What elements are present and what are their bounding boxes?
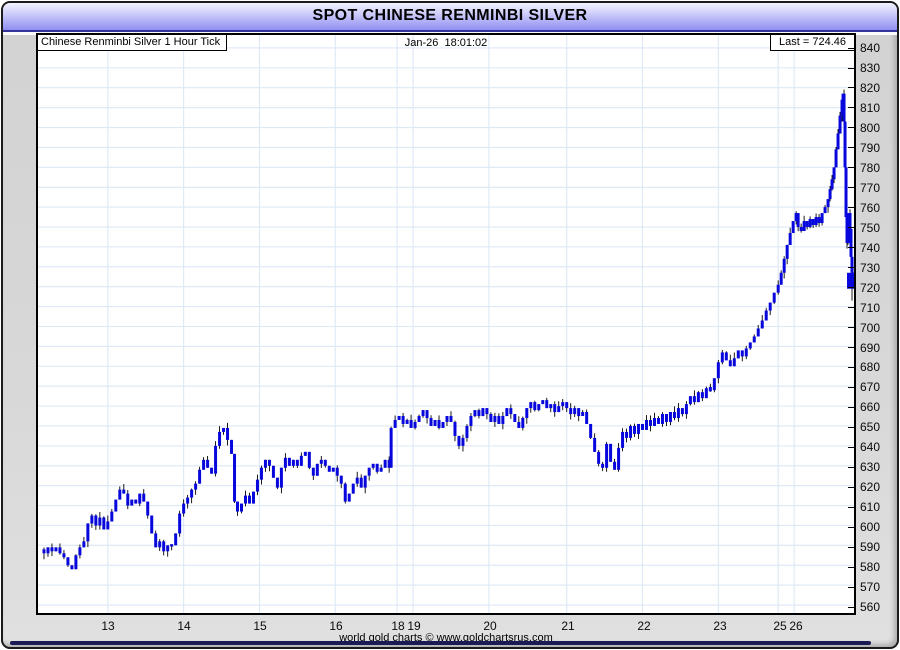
y-tick xyxy=(848,586,856,588)
y-tick xyxy=(848,566,856,568)
y-axis-label: 670 xyxy=(860,380,881,395)
y-tick xyxy=(848,386,856,388)
y-axis-label: 810 xyxy=(860,100,881,115)
y-axis-label: 700 xyxy=(860,320,881,335)
y-axis-label: 840 xyxy=(860,41,881,55)
y-tick xyxy=(848,207,856,209)
x-axis-label: 20 xyxy=(483,619,497,633)
y-tick xyxy=(848,406,856,408)
y-axis-label: 720 xyxy=(860,280,881,295)
x-axis-label: 16 xyxy=(329,619,343,633)
x-axis-label: 19 xyxy=(407,619,421,633)
y-tick xyxy=(848,287,856,289)
x-axis-label: 22 xyxy=(637,619,651,633)
y-axis-label: 560 xyxy=(860,600,881,614)
y-tick xyxy=(848,127,856,129)
y-tick xyxy=(848,47,856,49)
last-price-box: Last = 724.46 xyxy=(770,34,855,51)
y-axis-label: 640 xyxy=(860,440,881,455)
y-axis-label: 600 xyxy=(860,520,881,535)
grid-lines xyxy=(38,35,854,613)
y-tick xyxy=(848,426,856,428)
y-tick xyxy=(848,227,856,229)
y-tick xyxy=(848,167,856,169)
y-axis-label: 590 xyxy=(860,540,881,555)
window-bottom-edge xyxy=(10,641,871,645)
y-tick xyxy=(848,307,856,308)
y-tick xyxy=(848,546,856,548)
window-titlebar: SPOT CHINESE RENMINBI SILVER xyxy=(3,3,897,32)
x-axis-label: 18 xyxy=(391,619,405,633)
y-axis-label: 660 xyxy=(860,400,881,415)
y-axis-label: 690 xyxy=(860,340,881,355)
y-tick xyxy=(848,526,856,528)
price-chart-svg xyxy=(38,35,854,613)
y-tick xyxy=(848,147,856,149)
y-axis-label: 610 xyxy=(860,500,881,515)
window-title: SPOT CHINESE RENMINBI SILVER xyxy=(312,7,588,24)
x-axis-label: 13 xyxy=(101,619,115,633)
price-bars xyxy=(42,93,854,570)
y-tick xyxy=(848,267,856,269)
y-axis-label: 630 xyxy=(860,460,881,475)
y-axis-label: 770 xyxy=(860,180,881,195)
y-tick xyxy=(848,506,856,508)
x-axis-label: 14 xyxy=(177,619,191,633)
y-tick xyxy=(848,327,856,328)
y-axis-label: 570 xyxy=(860,580,881,594)
price-wicks xyxy=(43,89,854,570)
y-axis-label: 750 xyxy=(860,220,881,235)
y-tick xyxy=(848,466,856,468)
x-axis-label: 25 xyxy=(773,619,787,633)
x-axis-label: 15 xyxy=(253,619,267,633)
plot-area: Chinese Renminbi Silver 1 Hour Tick Jan-… xyxy=(36,33,856,615)
y-tick xyxy=(848,187,856,189)
y-axis-label: 820 xyxy=(860,80,881,95)
y-axis-label: 780 xyxy=(860,160,881,175)
y-axis-label: 620 xyxy=(860,480,881,495)
y-axis-label: 650 xyxy=(860,420,881,435)
y-axis-label: 800 xyxy=(860,120,881,135)
y-tick xyxy=(848,366,856,368)
y-tick xyxy=(848,67,856,69)
last-price-marker xyxy=(847,272,854,289)
y-tick xyxy=(848,107,856,109)
y-tick xyxy=(848,87,856,89)
y-tick xyxy=(848,486,856,488)
y-axis-label: 710 xyxy=(860,300,881,315)
y-axis-label: 790 xyxy=(860,140,881,155)
y-tick xyxy=(848,247,856,249)
y-axis-label: 760 xyxy=(860,200,881,215)
y-tick xyxy=(848,446,856,448)
y-axis-label: 680 xyxy=(860,360,881,375)
x-axis-label: 23 xyxy=(713,619,727,633)
timestamp: Jan-26 18:01:02 xyxy=(404,37,488,49)
y-tick xyxy=(848,606,856,608)
x-axis-label: 26 xyxy=(789,619,803,633)
y-axis-label: 740 xyxy=(860,240,881,255)
series-label: Chinese Renminbi Silver 1 Hour Tick xyxy=(37,34,228,51)
y-axis-label: 830 xyxy=(860,61,881,75)
y-tick xyxy=(848,347,856,348)
y-axis-label: 730 xyxy=(860,260,881,275)
y-axis-label: 580 xyxy=(860,560,881,575)
x-axis-label: 21 xyxy=(561,619,575,633)
